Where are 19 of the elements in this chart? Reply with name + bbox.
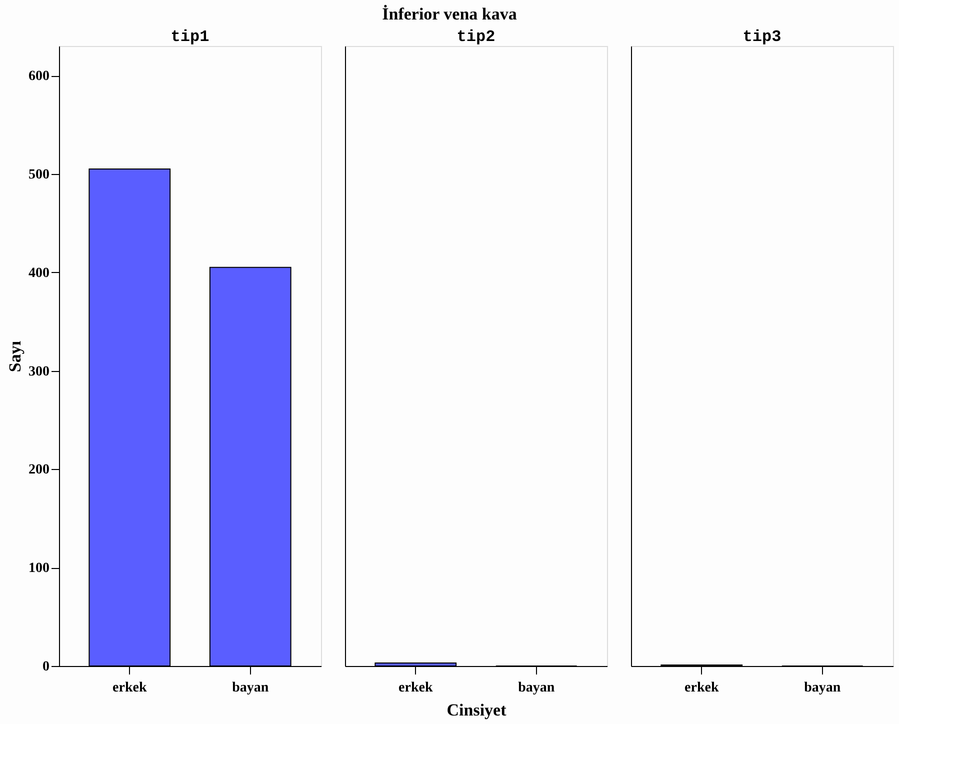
x-tick-label: erkek	[112, 680, 147, 696]
y-tick-label: 0	[42, 660, 50, 674]
y-tick-label: 100	[28, 561, 50, 576]
y-tick-label: 400	[28, 266, 50, 281]
text: İnferior vena kava	[382, 4, 518, 24]
chart-title: tip2	[456, 28, 496, 46]
y-tick-label: 200	[28, 462, 50, 478]
x-tick-label: bayan	[518, 680, 555, 696]
y-tick-label: 500	[28, 167, 50, 182]
x-tick-label: erkek	[684, 680, 719, 696]
x-axis-title: Cinsiyet	[446, 700, 507, 720]
y-tick-label: 300	[28, 364, 50, 380]
x-tick-label: bayan	[804, 680, 841, 696]
chart-title: tip1	[170, 28, 210, 46]
x-tick-label: bayan	[232, 680, 269, 696]
x-tick-label: erkek	[398, 680, 433, 696]
y-tick-label: 600	[28, 69, 50, 84]
y-axis-title: Sayı	[6, 340, 24, 372]
chart-title: tip3	[742, 28, 782, 46]
